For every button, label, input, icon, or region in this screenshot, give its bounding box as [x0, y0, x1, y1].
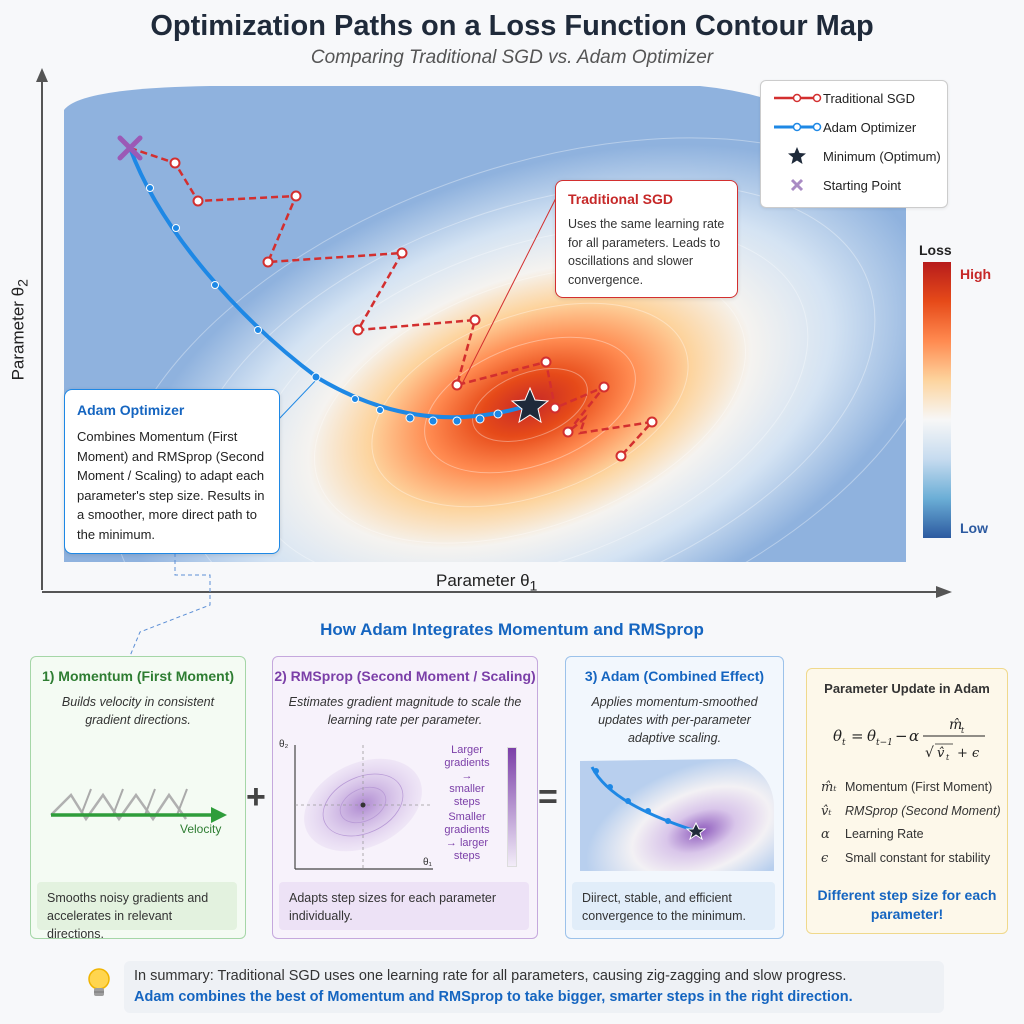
- svg-text:√: √: [925, 745, 934, 761]
- var-label-momentum: Momentum (First Moment): [845, 780, 993, 794]
- momentum-panel: 1) Momentum (First Moment) Builds veloci…: [30, 656, 246, 941]
- y-axis-label-sub: 2: [15, 278, 32, 287]
- x-axis-label-sub: 1: [529, 578, 538, 595]
- rmsprop-axis-y: θ₂: [279, 739, 289, 750]
- svg-text:t: t: [946, 753, 950, 762]
- adam-mini-plot: [580, 759, 774, 871]
- legend-label-sgd: Traditional SGD: [823, 90, 915, 106]
- var-sym-rmsprop: v̂ₜ: [821, 803, 832, 819]
- update-rule-title: Parameter Update in Adam: [824, 681, 990, 696]
- svg-text:m̂: m̂: [949, 717, 962, 733]
- adam-callout-title: Adam Optimizer: [77, 402, 185, 418]
- larger-gradients-label: Larger gradients → smaller steps: [444, 744, 490, 808]
- legend-label-minimum: Minimum (Optimum): [823, 148, 941, 164]
- var-label-lr: Learning Rate: [845, 827, 924, 841]
- page-title: Optimization Paths on a Loss Function Co…: [150, 10, 874, 42]
- momentum-illustration: [50, 788, 227, 823]
- rmsprop-panel: 2) RMSprop (Second Moment / Scaling) Est…: [272, 656, 538, 939]
- page-subtitle: Comparing Traditional SGD vs. Adam Optim…: [310, 47, 714, 68]
- adam-panel-box: Diirect, stable, and efficient convergen…: [572, 882, 775, 930]
- legend-item-start: Starting Point: [771, 174, 901, 196]
- var-label-epsilon: Small constant for stability: [845, 851, 991, 865]
- svg-text:t−1: t−1: [876, 738, 893, 748]
- var-row-momentum: m̂ₜ Momentum (First Moment): [821, 777, 992, 797]
- momentum-box: Smooths noisy gradients and accelerates …: [37, 882, 237, 941]
- colorbar-title: Loss: [919, 242, 952, 258]
- var-sym-lr: α: [821, 826, 830, 842]
- minimum-marker: [510, 386, 550, 424]
- svg-text:=: =: [851, 727, 864, 745]
- sgd-callout-text: Uses the same learning rate for all para…: [568, 217, 725, 287]
- sgd-callout: Traditional SGD Uses the same learning r…: [555, 180, 738, 298]
- var-label-rmsprop: RMSprop (Second Moment): [845, 804, 1001, 818]
- rmsprop-illustration: [294, 745, 433, 870]
- legend-item-adam: Adam Optimizer: [771, 116, 916, 138]
- adam-panel-title: 3) Adam (Combined Effect): [584, 668, 765, 684]
- rmsprop-box: Adapts step sizes for each parameter ind…: [279, 882, 529, 930]
- smaller-gradients-label: Smaller gradients → larger steps: [444, 811, 490, 862]
- rmsprop-scale-bar: [507, 747, 517, 867]
- svg-text:+ ϵ: + ϵ: [957, 746, 980, 761]
- adam-panel-desc: Applies momentum-smoothed updates with p…: [591, 695, 758, 745]
- rmsprop-title: 2) RMSprop (Second Moment / Scaling): [274, 668, 536, 684]
- legend-item-sgd: Traditional SGD: [771, 87, 915, 109]
- colorbar-high-label: High: [960, 266, 992, 282]
- svg-text:θ: θ: [833, 727, 842, 745]
- y-axis-label: Parameter θ2: [8, 250, 31, 410]
- section-title: How Adam Integrates Momentum and RMSprop: [320, 620, 704, 639]
- legend-label-adam: Adam Optimizer: [823, 119, 917, 135]
- var-sym-momentum: m̂ₜ: [821, 779, 837, 795]
- svg-text:α: α: [909, 727, 919, 745]
- lightbulb-icon: [88, 968, 110, 996]
- x-axis-label: Parameter θ1: [436, 571, 537, 594]
- mini-minimum-star-icon: [685, 821, 707, 841]
- y-axis-label-text: Parameter θ: [8, 286, 28, 381]
- rmsprop-axis-x: θ₁: [423, 857, 432, 868]
- var-row-lr: α Learning Rate: [821, 824, 924, 844]
- momentum-title: 1) Momentum (First Moment): [41, 668, 235, 684]
- svg-text:−: −: [895, 727, 908, 745]
- var-sym-epsilon: ϵ: [821, 850, 829, 866]
- summary-box: In summary: Traditional SGD uses one lea…: [124, 961, 944, 1013]
- velocity-arrow-icon: [211, 807, 227, 823]
- legend: Traditional SGD Adam Optimizer Minimum (…: [760, 80, 948, 208]
- plus-operator: +: [246, 778, 266, 816]
- update-rule-note: Different step size for each parameter!: [817, 887, 997, 922]
- sgd-callout-title: Traditional SGD: [568, 191, 674, 207]
- adam-callout: Adam Optimizer Combines Momentum (First …: [64, 389, 280, 554]
- velocity-label: Velocity: [180, 822, 222, 836]
- svg-text:θ: θ: [867, 727, 876, 745]
- summary-line-2: Adam combines the best of Momentum and R…: [134, 989, 853, 1005]
- adam-callout-text: Combines Momentum (First Moment) and RMS…: [77, 429, 265, 542]
- colorbar: [923, 262, 951, 538]
- starting-point-marker: [117, 135, 143, 161]
- sgd-path: [129, 146, 656, 457]
- cross-icon: [790, 178, 804, 192]
- legend-label-start: Starting Point: [823, 177, 902, 193]
- rmsprop-desc: Estimates gradient magnitude to scale th…: [288, 695, 522, 727]
- svg-text:v̂: v̂: [937, 746, 945, 761]
- summary-line-1: In summary: Traditional SGD uses one lea…: [134, 968, 847, 984]
- var-row-epsilon: ϵ Small constant for stability: [821, 848, 990, 868]
- equals-operator: =: [538, 778, 558, 816]
- star-icon: [788, 147, 806, 164]
- colorbar-low-label: Low: [960, 520, 988, 536]
- x-axis-label-text: Parameter θ: [436, 571, 530, 590]
- legend-item-minimum: Minimum (Optimum): [771, 145, 941, 167]
- adam-panel: 3) Adam (Combined Effect) Applies moment…: [565, 656, 784, 939]
- var-row-rmsprop: v̂ₜ RMSprop (Second Moment): [821, 801, 1001, 821]
- momentum-desc: Builds velocity in consistent gradient d…: [61, 695, 215, 727]
- svg-text:t: t: [961, 726, 965, 735]
- svg-text:t: t: [842, 738, 846, 748]
